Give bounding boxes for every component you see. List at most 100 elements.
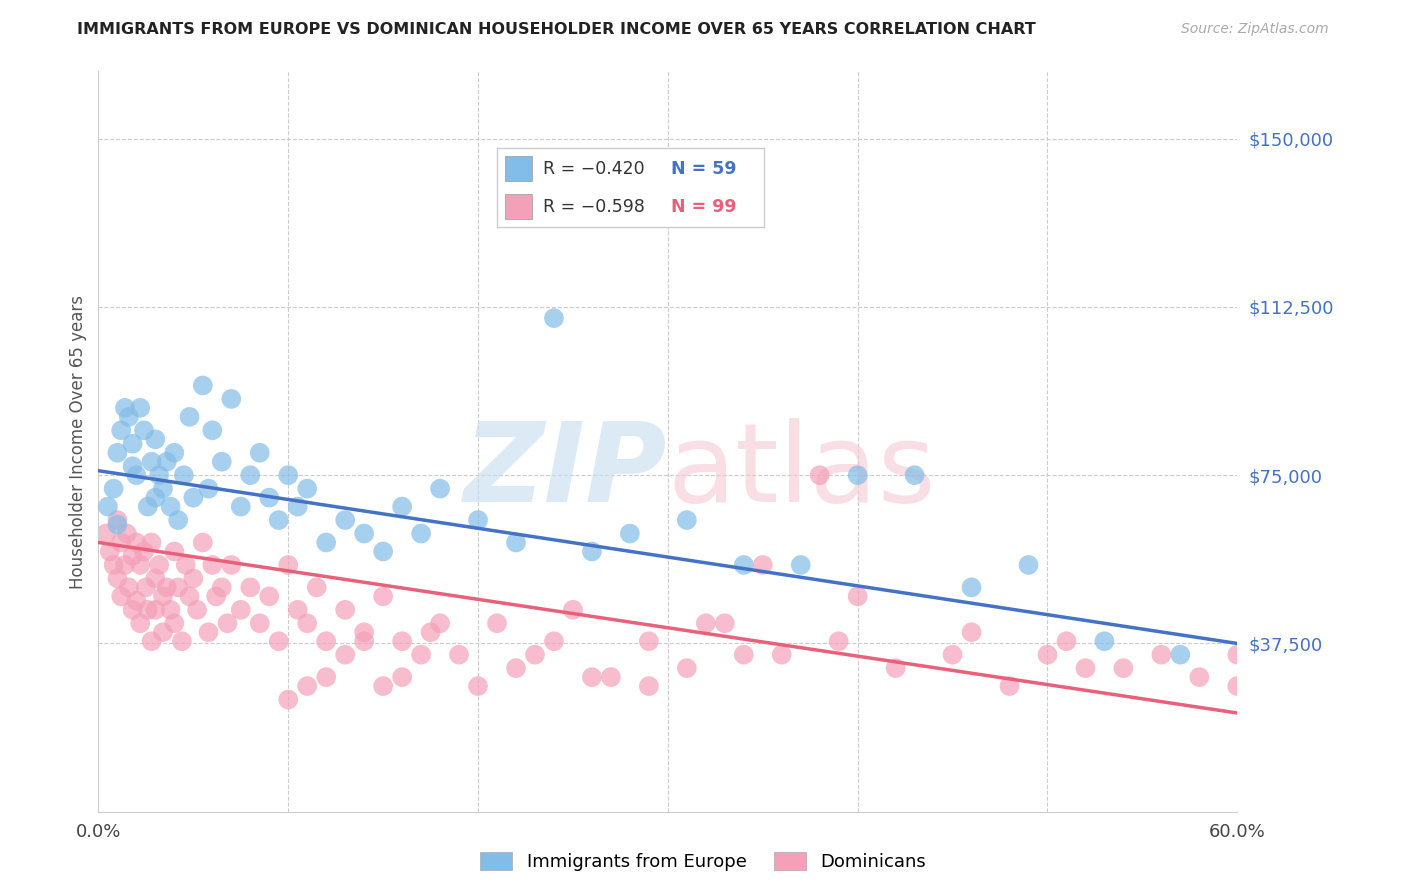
Point xyxy=(638,634,661,648)
Text: IMMIGRANTS FROM EUROPE VS DOMINICAN HOUSEHOLDER INCOME OVER 65 YEARS CORRELATION: IMMIGRANTS FROM EUROPE VS DOMINICAN HOUS… xyxy=(77,22,1036,37)
Point xyxy=(259,491,281,505)
Point xyxy=(197,482,219,496)
Point xyxy=(148,468,170,483)
Point xyxy=(411,648,433,662)
Point xyxy=(429,616,451,631)
Point xyxy=(129,401,152,415)
Point xyxy=(505,535,527,549)
Point xyxy=(191,378,214,392)
Point xyxy=(186,603,208,617)
Point xyxy=(211,580,233,594)
Point xyxy=(714,616,737,631)
Point xyxy=(1074,661,1097,675)
Point xyxy=(121,603,143,617)
Point xyxy=(167,580,190,594)
Point xyxy=(115,526,138,541)
Point xyxy=(486,616,509,631)
Point xyxy=(183,491,205,505)
Point xyxy=(221,558,243,572)
Point xyxy=(297,679,319,693)
Point xyxy=(1056,634,1078,648)
Point xyxy=(152,625,174,640)
Point xyxy=(136,500,159,514)
Point xyxy=(129,558,152,572)
Point xyxy=(145,603,167,617)
Point xyxy=(148,558,170,572)
Point xyxy=(371,544,394,558)
Point xyxy=(125,468,148,483)
Point xyxy=(179,590,201,604)
Point xyxy=(467,679,489,693)
Point xyxy=(904,468,927,483)
Point xyxy=(110,535,132,549)
Point xyxy=(305,580,328,594)
Point xyxy=(163,544,186,558)
Point xyxy=(239,580,262,594)
Point xyxy=(315,634,337,648)
Point xyxy=(353,634,375,648)
Point xyxy=(562,603,585,617)
Y-axis label: Householder Income Over 65 years: Householder Income Over 65 years xyxy=(69,294,87,589)
Point xyxy=(125,535,148,549)
Point xyxy=(179,409,201,424)
Point xyxy=(159,603,181,617)
Point xyxy=(733,558,755,572)
Point xyxy=(846,468,869,483)
Point xyxy=(145,491,167,505)
Point xyxy=(277,692,299,706)
Point xyxy=(1170,648,1192,662)
Point xyxy=(201,423,224,437)
Point xyxy=(211,455,233,469)
Point xyxy=(125,594,148,608)
Point xyxy=(353,526,375,541)
Point xyxy=(391,670,413,684)
Point xyxy=(581,670,603,684)
Point xyxy=(118,580,141,594)
Point xyxy=(1018,558,1040,572)
Point xyxy=(808,468,831,483)
Point xyxy=(790,558,813,572)
Point xyxy=(752,558,775,572)
Point xyxy=(121,549,143,563)
Point xyxy=(152,482,174,496)
Point xyxy=(277,468,299,483)
Point xyxy=(676,513,699,527)
Point xyxy=(163,616,186,631)
Point xyxy=(94,526,117,541)
Point xyxy=(581,544,603,558)
Point xyxy=(543,311,565,326)
Point xyxy=(156,580,179,594)
Point xyxy=(1036,648,1059,662)
Point xyxy=(1188,670,1211,684)
Point xyxy=(695,616,717,631)
Point xyxy=(103,482,125,496)
Point xyxy=(132,544,155,558)
Point xyxy=(1226,648,1249,662)
Point xyxy=(141,455,163,469)
Point xyxy=(229,500,252,514)
Point xyxy=(676,661,699,675)
Point xyxy=(107,571,129,585)
Point xyxy=(136,603,159,617)
Point xyxy=(114,401,136,415)
Point xyxy=(770,648,793,662)
Point xyxy=(846,590,869,604)
Point xyxy=(183,571,205,585)
Point xyxy=(107,513,129,527)
Point xyxy=(156,455,179,469)
Text: R = −0.420: R = −0.420 xyxy=(543,160,644,178)
Point xyxy=(297,482,319,496)
Point xyxy=(998,679,1021,693)
Text: N = 59: N = 59 xyxy=(671,160,737,178)
Point xyxy=(1226,679,1249,693)
Point xyxy=(1150,648,1173,662)
Point xyxy=(335,513,357,527)
Point xyxy=(287,500,309,514)
Point xyxy=(828,634,851,648)
Point xyxy=(197,625,219,640)
Point xyxy=(152,590,174,604)
Point xyxy=(107,517,129,532)
Text: N = 99: N = 99 xyxy=(671,198,737,216)
Point xyxy=(467,513,489,527)
Bar xyxy=(505,194,531,219)
